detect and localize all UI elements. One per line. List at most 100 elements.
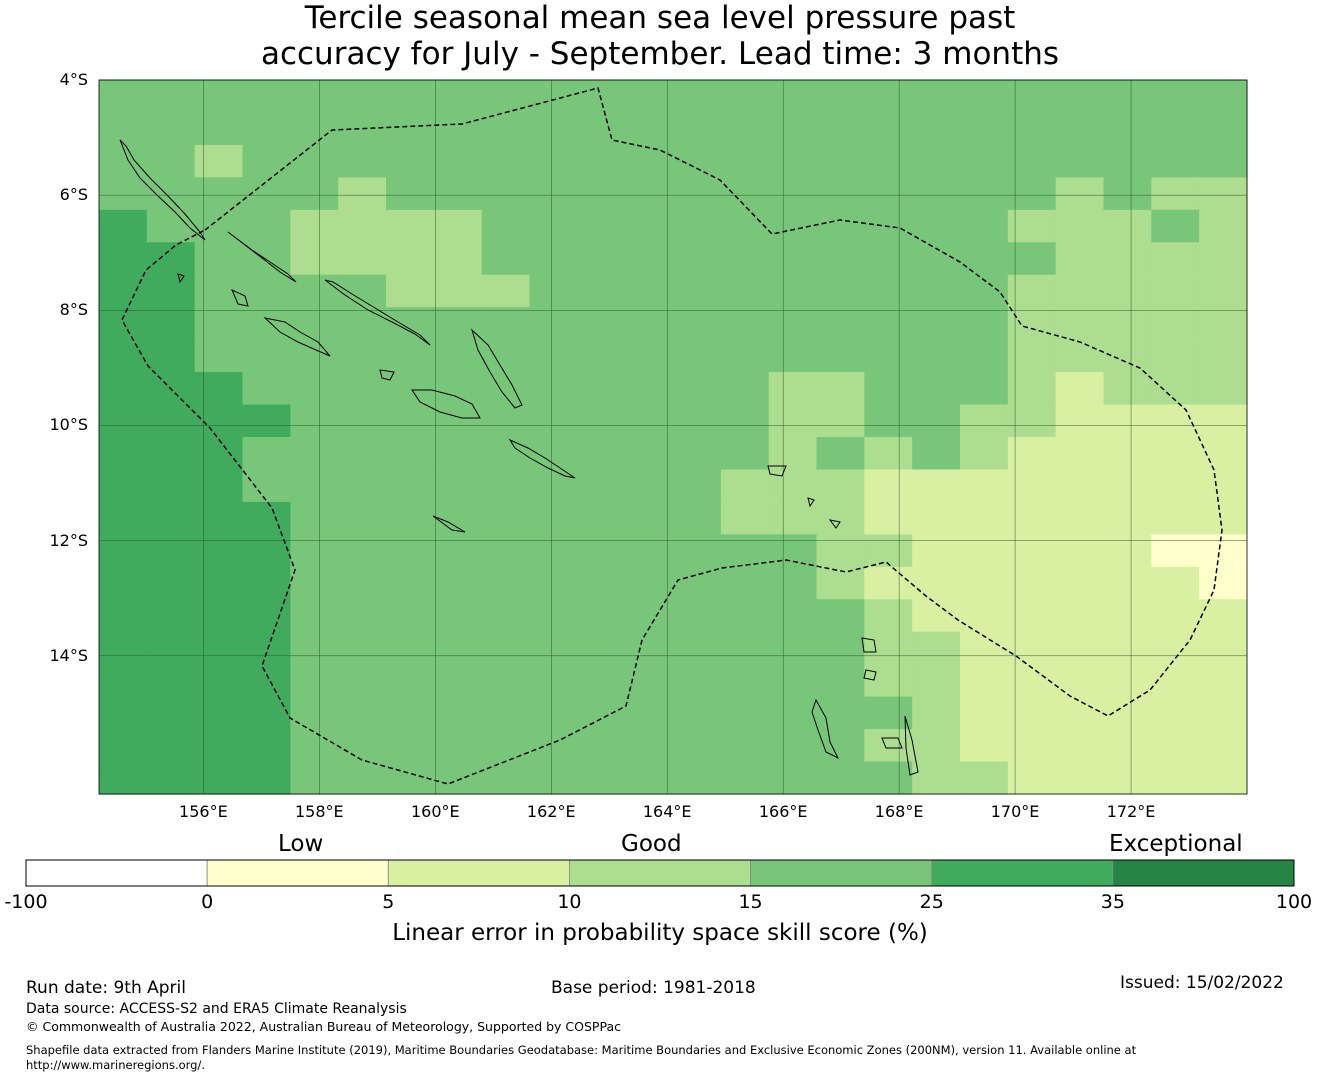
skill-cell: [673, 437, 722, 471]
skill-cell: [433, 469, 483, 503]
skill-cell: [864, 80, 913, 114]
skill-cell: [1055, 469, 1105, 503]
island-espiritu-santo: [811, 698, 840, 760]
skill-cell: [338, 242, 387, 276]
skill-cell: [386, 599, 435, 633]
skill-cell: [338, 404, 387, 438]
skill-cell: [386, 307, 435, 341]
skill-cell: [433, 566, 483, 600]
skill-cell: [386, 501, 435, 535]
skill-cell: [912, 469, 961, 503]
skill-cell: [1199, 112, 1248, 146]
skill-cell: [1151, 599, 1200, 633]
skill-cell: [577, 209, 626, 243]
skill-cell: [864, 112, 913, 146]
skill-cell: [1007, 242, 1057, 276]
skill-cell: [1151, 307, 1200, 341]
skill-cell: [481, 307, 531, 341]
skill-cell: [577, 566, 626, 600]
skill-cell: [960, 372, 1009, 406]
skill-cell: [960, 177, 1009, 211]
category-good: Good: [621, 831, 682, 857]
longitude-label: 166°E: [758, 802, 808, 821]
skill-cell: [338, 372, 387, 406]
skill-cell: [816, 339, 865, 373]
skill-cell: [816, 80, 865, 114]
skill-cell: [338, 339, 387, 373]
skill-cell: [912, 372, 961, 406]
skill-cell: [1055, 761, 1105, 795]
skill-cell: [1103, 437, 1152, 471]
copyright: © Commonwealth of Australia 2022, Austra…: [26, 1019, 621, 1034]
island-new-georgia: [263, 317, 331, 357]
skill-cell: [242, 534, 291, 568]
skill-cell: [864, 372, 913, 406]
skill-cell: [1199, 761, 1248, 795]
skill-cell: [960, 339, 1009, 373]
skill-cell: [529, 372, 578, 406]
skill-cell: [242, 307, 291, 341]
skill-cell: [720, 339, 770, 373]
skill-cell: [242, 664, 291, 698]
skill-cell: [625, 566, 674, 600]
latitude-label: 14°S: [49, 645, 88, 665]
skill-cell: [146, 664, 196, 698]
skill-cell: [290, 307, 339, 341]
longitude-label: 164°E: [642, 802, 692, 821]
island-efate-area: [904, 715, 919, 776]
skill-cell: [912, 307, 961, 341]
skill-cell: [673, 404, 722, 438]
skill-cell: [386, 437, 435, 471]
skill-cell: [481, 664, 531, 698]
skill-cell: [816, 534, 865, 568]
skill-cell: [816, 696, 865, 730]
skill-cell: [960, 599, 1009, 633]
skill-cell: [1103, 599, 1152, 633]
skill-cell: [338, 80, 387, 114]
skill-cell: [768, 242, 818, 276]
skill-cell: [577, 112, 626, 146]
skill-cell: [338, 437, 387, 471]
skill-cell: [577, 664, 626, 698]
skill-cell: [194, 80, 244, 114]
skill-cell: [146, 209, 196, 243]
skill-cell: [816, 372, 865, 406]
skill-cell: [1007, 372, 1057, 406]
skill-cell: [673, 144, 722, 178]
skill-cell: [1199, 372, 1248, 406]
skill-cell: [242, 404, 291, 438]
skill-cell: [720, 242, 770, 276]
skill-cell: [1151, 80, 1200, 114]
skill-cell: [625, 339, 674, 373]
skill-cell: [481, 696, 531, 730]
skill-cell: [481, 274, 531, 308]
skill-cell: [1199, 664, 1248, 698]
skill-cell: [912, 631, 961, 665]
skill-cell: [720, 631, 770, 665]
skill-cell: [146, 501, 196, 535]
skill-cell: [1055, 501, 1105, 535]
map-title-line-1: Tercile seasonal mean sea level pressure…: [304, 0, 1016, 36]
skill-cell: [242, 696, 291, 730]
skill-cell: [1151, 437, 1200, 471]
latitude-label: 8°S: [59, 300, 88, 320]
skill-cell: [338, 274, 387, 308]
skill-cell: [242, 501, 291, 535]
skill-cell: [816, 631, 865, 665]
skill-cell: [912, 696, 961, 730]
skill-cell: [816, 566, 865, 600]
skill-cell: [1151, 242, 1200, 276]
skill-cell: [1151, 501, 1200, 535]
island-bougainville: [119, 139, 206, 241]
skill-cell: [1151, 729, 1200, 763]
skill-cell: [720, 664, 770, 698]
longitude-label: 156°E: [179, 802, 228, 821]
skill-cell: [816, 274, 865, 308]
skill-cell: [577, 274, 626, 308]
skill-cell: [99, 372, 148, 406]
skill-cell: [146, 80, 196, 114]
skill-cell: [625, 404, 674, 438]
skill-cell: [1151, 664, 1200, 698]
skill-cell: [720, 144, 770, 178]
skill-cell: [768, 599, 818, 633]
